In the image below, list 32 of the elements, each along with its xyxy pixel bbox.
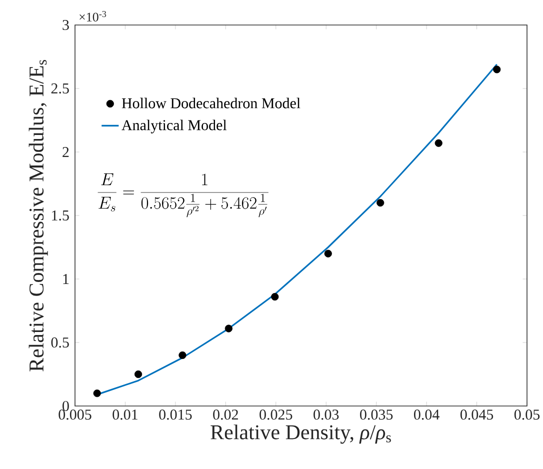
x-tick-label: 0.03 — [314, 410, 339, 420]
point — [376, 199, 384, 207]
y-tick-label: 3 — [62, 20, 69, 30]
y-tick-label: 0.5 — [51, 337, 69, 348]
x-tick-label: 0.01 — [112, 410, 138, 420]
point — [134, 370, 142, 378]
y-tick-label: 1 — [63, 274, 69, 284]
x-tick-label: 0.02 — [213, 410, 238, 420]
x-tick-label: 0.005 — [58, 410, 92, 420]
y-tick-label: 2 — [62, 147, 69, 157]
legend-label: Hollow Dodecahedron Model — [122, 98, 300, 108]
point — [224, 324, 232, 332]
x-tick-label: 0.045 — [460, 410, 494, 420]
y-axis-title: Relative Compressive Modulus, E/E$_{s}$ — [28, 60, 48, 372]
point — [493, 66, 501, 74]
legend-label: Analytical Model — [122, 120, 227, 134]
x-tick-label: 0.025 — [260, 410, 292, 420]
point — [178, 351, 186, 359]
point — [434, 139, 442, 147]
x-tick-label: 0.05 — [514, 410, 540, 420]
y-tick-label: 2.5 — [51, 83, 69, 94]
point — [271, 292, 279, 301]
point — [324, 250, 332, 258]
y-tick-label: 1.5 — [52, 210, 69, 221]
point — [93, 390, 101, 398]
annotation: $\frac{E}{E_s}=\frac{1}{0.5652\frac{1}{\rho'^{2}}+5.462\frac{1}{\rho'}}$ — [98, 173, 268, 218]
y-tick-label: 0 — [62, 400, 69, 412]
x-tick-label: 0.035 — [360, 410, 393, 420]
text: ×10$^{-3}$ — [80, 10, 106, 22]
x-tick-label: 0.04 — [414, 410, 440, 420]
x-axis-title: Relative Density, ρ/ρ$_{s}$ — [210, 424, 391, 444]
x-tick-label: 0.015 — [159, 410, 192, 420]
